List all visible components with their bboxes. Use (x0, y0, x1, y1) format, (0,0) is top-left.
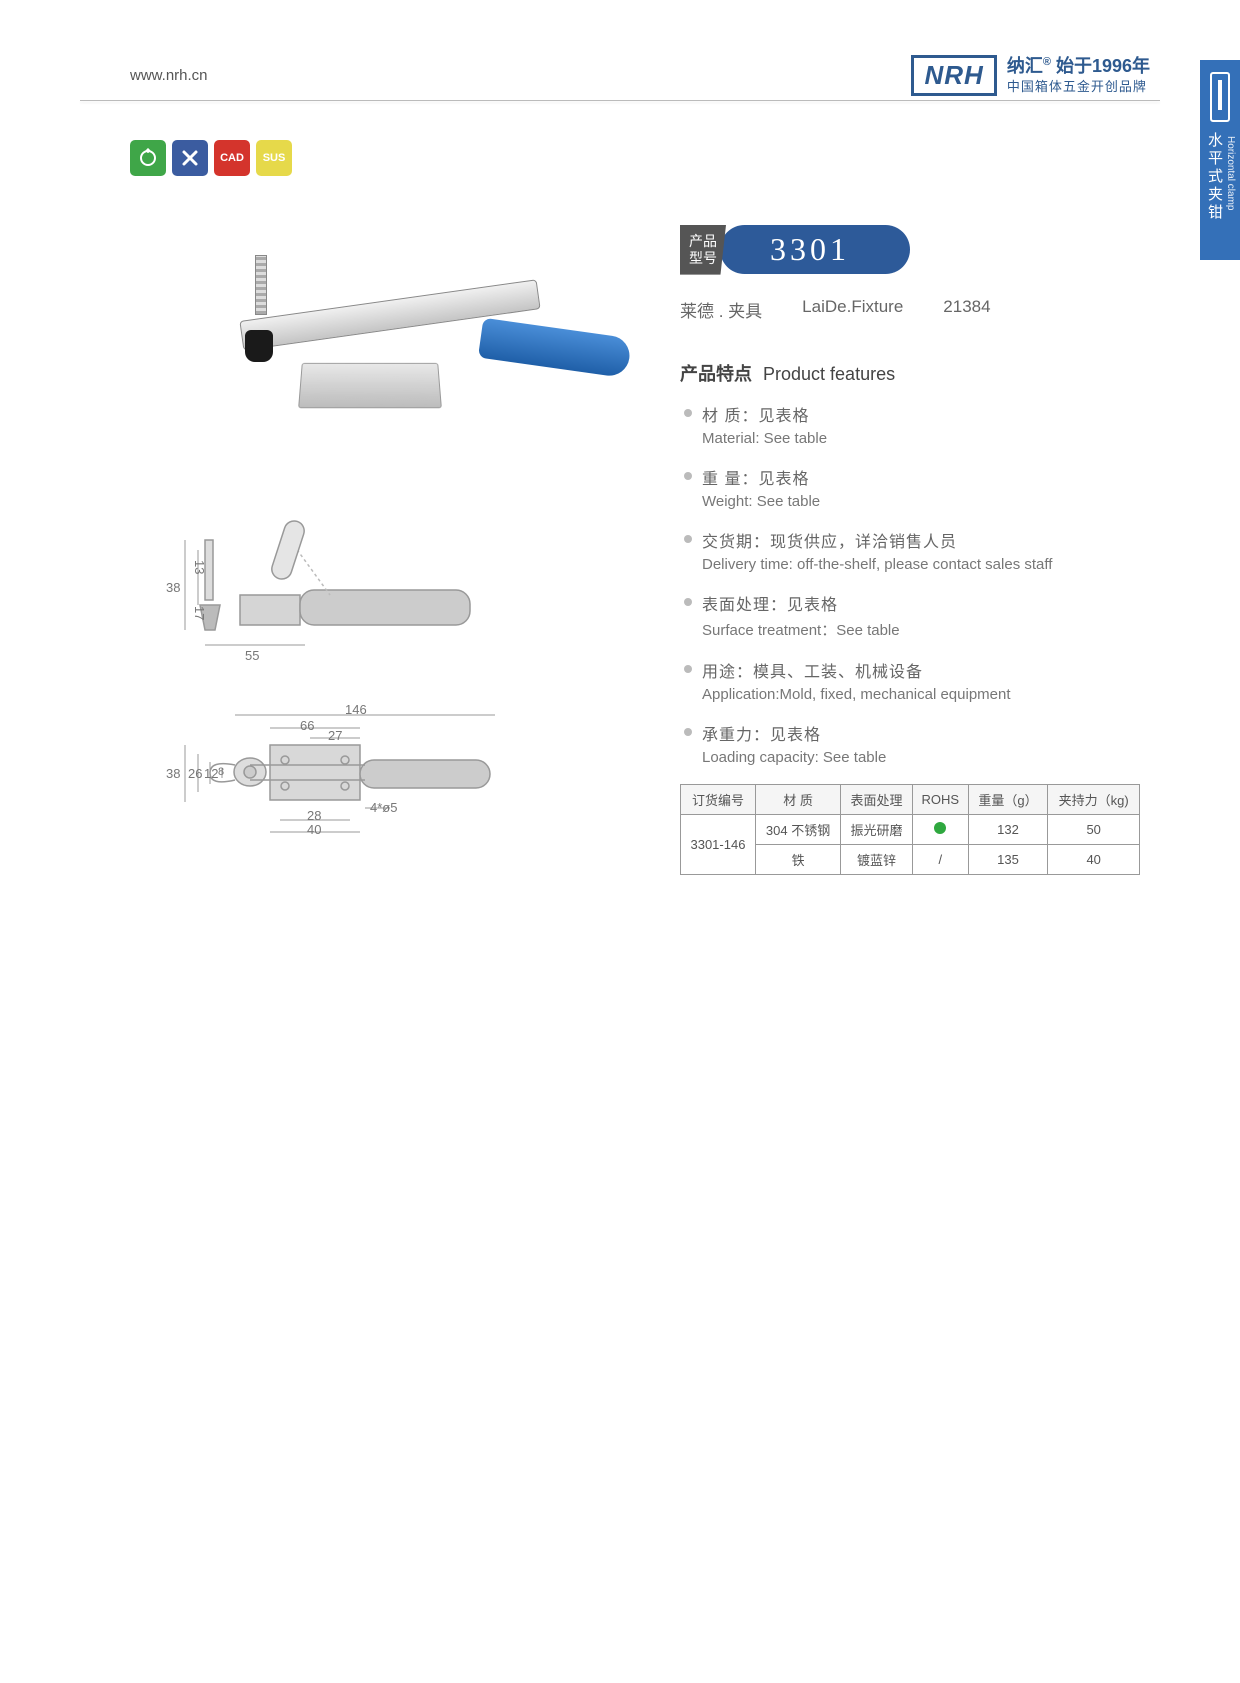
cad-icon: CAD (214, 140, 250, 176)
brand-slogan: 中国箱体五金开创品牌 (1007, 79, 1150, 96)
clamp-handle (478, 318, 632, 378)
td-weight: 135 (968, 844, 1048, 874)
clamp-base (298, 363, 442, 408)
model-number: 3301 (720, 225, 910, 274)
feature-cn: 材 质：见表格 (702, 402, 1140, 426)
category-cn: 水平式夹钳 (1204, 132, 1225, 222)
product-name-cn: 莱德 . 夹具 (680, 297, 762, 322)
dim-27: 27 (328, 728, 342, 743)
th-part: 订货编号 (681, 784, 756, 814)
dim-26: 26 (188, 766, 202, 781)
td-material: 铁 (755, 844, 840, 874)
feature-en: Application:Mold, fixed, mechanical equi… (702, 686, 1140, 703)
clamp-rubber-cap (245, 330, 273, 362)
feature-item: 交货期：现货供应，详洽销售人员 Delivery time: off-the-s… (680, 528, 1140, 573)
feature-en: Material: See table (702, 430, 1140, 447)
features-heading-cn: 产品特点 (680, 364, 752, 384)
brand-year: 始于1996年 (1056, 56, 1150, 76)
clamp-icon (1210, 72, 1230, 122)
page-header: www.nrh.cn NRH 纳汇® 始于1996年 中国箱体五金开创品牌 (130, 55, 1150, 96)
eco-icon (130, 140, 166, 176)
feature-item: 材 质：见表格 Material: See table (680, 402, 1140, 447)
dim-38b: 38 (166, 766, 180, 781)
dim-40: 40 (307, 822, 321, 837)
td-rohs (912, 814, 968, 844)
dim-66: 66 (300, 718, 314, 733)
feature-list: 材 质：见表格 Material: See table 重 量：见表格 Weig… (680, 402, 1140, 766)
clamp-bolt (255, 255, 267, 315)
rohs-dot-icon (934, 822, 946, 834)
td-surface: 镀蓝锌 (841, 844, 913, 874)
feature-en: Surface treatment：See table (702, 619, 1140, 640)
website-url: www.nrh.cn (130, 67, 208, 84)
dim-17: 17 (192, 606, 207, 620)
td-rohs: / (912, 844, 968, 874)
category-en: Horizontal clamp (1225, 136, 1236, 222)
brand-name-cn: 纳汇 (1007, 56, 1043, 76)
right-column: 产品 型号 3301 莱德 . 夹具 LaiDe.Fixture 21384 产… (680, 225, 1140, 875)
td-material: 304 不锈钢 (755, 814, 840, 844)
product-name-en: LaiDe.Fixture (802, 297, 903, 322)
feature-icon-row: CAD SUS (130, 140, 292, 176)
feature-en: Loading capacity: See table (702, 749, 1140, 766)
td-force: 40 (1048, 844, 1140, 874)
th-weight: 重量（g） (968, 784, 1048, 814)
tools-icon (172, 140, 208, 176)
product-photo (170, 200, 600, 480)
table-header-row: 订货编号 材 质 表面处理 ROHS 重量（g） 夹持力（kg) (681, 784, 1140, 814)
feature-cn: 重 量：见表格 (702, 465, 1140, 489)
schematic-svg (150, 510, 590, 870)
th-surface: 表面处理 (841, 784, 913, 814)
product-code: 21384 (943, 297, 990, 322)
brand-block: NRH 纳汇® 始于1996年 中国箱体五金开创品牌 (911, 55, 1150, 96)
model-label: 产品 型号 (680, 225, 726, 275)
category-side-tab: 水平式夹钳 Horizontal clamp (1200, 60, 1240, 260)
feature-cn: 交货期：现货供应，详洽销售人员 (702, 528, 1140, 552)
table-row: 3301-146 304 不锈钢 振光研磨 132 50 (681, 814, 1140, 844)
th-force: 夹持力（kg) (1048, 784, 1140, 814)
th-rohs: ROHS (912, 784, 968, 814)
feature-item: 表面处理：见表格 Surface treatment：See table (680, 591, 1140, 640)
brand-text: 纳汇® 始于1996年 中国箱体五金开创品牌 (1007, 55, 1150, 95)
technical-drawing: 38 13 17 55 146 66 27 38 26 12 8 28 40 4… (150, 510, 590, 870)
feature-en: Delivery time: off-the-shelf, please con… (702, 556, 1140, 573)
td-force: 50 (1048, 814, 1140, 844)
sus-icon: SUS (256, 140, 292, 176)
feature-en: Weight: See table (702, 493, 1140, 510)
features-heading-en: Product features (763, 364, 895, 384)
nrh-logo: NRH (911, 55, 996, 96)
td-weight: 132 (968, 814, 1048, 844)
registered-mark: ® (1043, 56, 1051, 68)
td-part: 3301-146 (681, 814, 756, 874)
dim-28: 28 (307, 808, 321, 823)
feature-cn: 承重力：见表格 (702, 721, 1140, 745)
td-surface: 振光研磨 (841, 814, 913, 844)
feature-cn: 表面处理：见表格 (702, 591, 1140, 615)
dim-8: 8 (218, 766, 224, 778)
left-column: 38 13 17 55 146 66 27 38 26 12 8 28 40 4… (150, 200, 620, 870)
dim-13: 13 (192, 560, 207, 574)
th-material: 材 质 (755, 784, 840, 814)
feature-item: 用途：模具、工装、机械设备 Application:Mold, fixed, m… (680, 658, 1140, 703)
dim-55: 55 (245, 648, 259, 663)
feature-cn: 用途：模具、工装、机械设备 (702, 658, 1140, 682)
product-name-row: 莱德 . 夹具 LaiDe.Fixture 21384 (680, 297, 1140, 322)
model-row: 产品 型号 3301 (680, 225, 1140, 275)
spec-table: 订货编号 材 质 表面处理 ROHS 重量（g） 夹持力（kg) 3301-14… (680, 784, 1140, 875)
feature-item: 承重力：见表格 Loading capacity: See table (680, 721, 1140, 766)
dim-hole: 4*ø5 (370, 800, 397, 815)
features-heading: 产品特点 Product features (680, 360, 1140, 386)
header-divider (80, 100, 1160, 101)
dim-38a: 38 (166, 580, 180, 595)
dim-146: 146 (345, 702, 367, 717)
dim-12: 12 (204, 766, 218, 781)
feature-item: 重 量：见表格 Weight: See table (680, 465, 1140, 510)
